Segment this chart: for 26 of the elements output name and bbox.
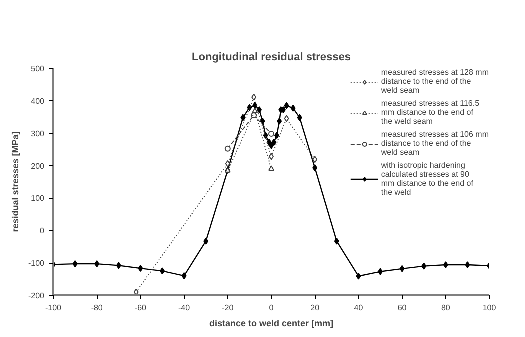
y-tick-label: -100 [28, 259, 46, 268]
y-axis-title: residual stresses [MPa] [10, 132, 20, 232]
legend-label: measured stresses at 116.5 mm distance to the end of the weld seam [381, 99, 480, 126]
x-tick-label: 80 [441, 304, 451, 312]
y-tick-label: 300 [31, 129, 46, 138]
x-tick-label: -80 [91, 304, 104, 312]
y-tick-label: 400 [31, 96, 46, 106]
y-tick-label: 100 [31, 194, 46, 204]
x-tick-label: -40 [178, 304, 191, 312]
x-tick-label: -20 [222, 304, 234, 312]
y-tick-label: 500 [31, 64, 46, 74]
legend-label: measured stresses at 128 mm distance to the end of the weld seam [381, 68, 489, 95]
x-tick-label: 0 [269, 304, 274, 312]
y-tick-label: 200 [31, 162, 46, 171]
x-tick-label: 60 [398, 304, 408, 312]
x-tick-label: 100 [482, 304, 497, 312]
x-axis-title: distance to weld center [mm] [209, 318, 334, 328]
x-tick-label: 20 [310, 304, 320, 312]
x-tick-label: 40 [354, 304, 364, 312]
chart-title: Longitudinal residual stresses [192, 52, 351, 64]
x-tick-label: -100 [45, 304, 62, 312]
y-tick-label: -200 [28, 292, 46, 300]
y-tick-label: 0 [40, 226, 46, 236]
x-tick-label: -60 [134, 304, 148, 312]
legend-label: measured stresses at 106 mm distance to the end of the weld seam [381, 130, 489, 157]
legend-label: with isotropic hardening calculated stresses at 90 mm distance to the end of the weld [381, 161, 474, 197]
